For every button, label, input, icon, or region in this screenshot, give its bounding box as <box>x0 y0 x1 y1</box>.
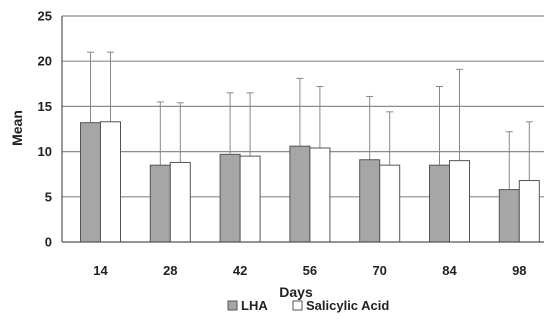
axes <box>61 16 544 243</box>
bar-salicylic-acid-70 <box>379 164 401 243</box>
y-tick-label: 0 <box>45 235 52 250</box>
legend-swatch-lha <box>227 300 238 311</box>
legend: LHA Salicylic Acid <box>227 298 389 313</box>
bar-lha-56 <box>289 145 311 243</box>
x-tick-label: 42 <box>233 263 247 278</box>
x-tick-label: 28 <box>163 263 177 278</box>
x-tick-label: 56 <box>303 263 317 278</box>
legend-swatch-salicylic-acid <box>292 300 303 311</box>
y-tick-labels: 0 5 10 15 20 25 <box>38 9 52 250</box>
y-tick-label: 20 <box>38 54 52 69</box>
y-tick-label: 10 <box>38 144 52 159</box>
x-tick-label: 98 <box>512 263 526 278</box>
bar-salicylic-acid-56 <box>309 147 331 243</box>
legend-label-salicylic-acid: Salicylic Acid <box>306 298 389 313</box>
bar-salicylic-acid-28 <box>169 161 191 243</box>
bar-lha-42 <box>219 153 241 243</box>
bar-lha-70 <box>359 159 381 243</box>
y-axis-title: Mean <box>9 110 25 146</box>
y-tick-label: 5 <box>45 189 52 204</box>
x-tick-label: 84 <box>442 263 457 278</box>
bar-lha-14 <box>80 122 101 243</box>
bar-lha-84 <box>429 164 450 243</box>
bar-lha-28 <box>149 164 171 243</box>
bar-lha-98 <box>498 189 520 243</box>
bar-salicylic-acid-98 <box>518 180 540 243</box>
x-tick-labels: 14 28 42 56 70 84 98 <box>93 263 526 278</box>
y-tick-label: 15 <box>38 99 52 114</box>
bar-salicylic-acid-42 <box>239 155 261 243</box>
y-tick-label: 25 <box>38 9 52 24</box>
x-axis-title: Days <box>279 284 313 300</box>
error-bars <box>87 51 533 190</box>
bars <box>80 121 540 243</box>
x-tick-label: 14 <box>93 263 108 278</box>
bar-salicylic-acid-84 <box>449 160 470 243</box>
x-tick-label: 70 <box>372 263 386 278</box>
legend-label-lha: LHA <box>241 298 268 313</box>
bar-salicylic-acid-14 <box>100 121 121 243</box>
